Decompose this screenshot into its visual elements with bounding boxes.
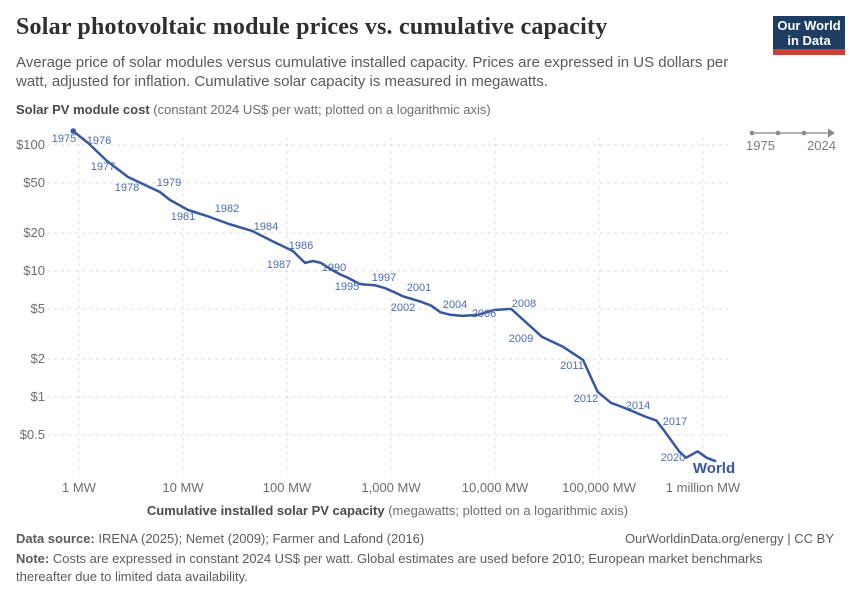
year-label: 2020: [660, 452, 686, 464]
y-tick-label: $5: [30, 300, 45, 316]
year-label: 1979: [156, 177, 182, 189]
year-label: 1978: [114, 182, 140, 194]
x-tick-label: 100,000 MW: [562, 480, 636, 495]
x-tick-label: 10 MW: [162, 480, 204, 495]
year-label: 2002: [390, 302, 416, 314]
year-label: 2001: [406, 282, 432, 294]
year-label: 2014: [625, 400, 651, 412]
timeline-track-icon: [749, 128, 835, 138]
year-label: 1995: [334, 281, 360, 293]
y-tick-label: $50: [23, 174, 45, 190]
y-tick-label: $10: [23, 263, 45, 278]
timeline-end-label[interactable]: 2024: [807, 138, 836, 153]
year-label: 2009: [508, 333, 534, 345]
owid-logo[interactable]: Our World in Data: [773, 16, 845, 55]
y-tick-label: $0.5: [19, 426, 45, 442]
year-label: 2008: [511, 298, 537, 310]
timeline-control[interactable]: 1975 2024: [746, 126, 838, 156]
x-tick-label: 1 MW: [62, 480, 96, 495]
x-tick-label: 100 MW: [262, 480, 312, 495]
x-axis-title: Cumulative installed solar PV capacity (…: [146, 503, 629, 518]
chart-note: Note: Costs are expressed in constant 20…: [16, 551, 763, 584]
year-label: 1987: [266, 259, 292, 271]
year-label: 1990: [321, 262, 347, 274]
x-tick-label: 1 million MW: [665, 480, 741, 495]
year-label: 2004: [442, 299, 468, 311]
year-label: 2011: [560, 360, 584, 372]
year-label: 1976: [86, 135, 112, 147]
y-tick-label: $100: [16, 137, 45, 152]
owid-logo-line2: in Data: [787, 33, 831, 48]
year-label: 1982: [214, 203, 240, 215]
y-tick-label: $2: [30, 351, 45, 367]
series-line: [71, 129, 717, 463]
year-label: 2006: [471, 308, 497, 320]
start-point-dot: [70, 128, 76, 134]
year-label: 2012: [573, 393, 599, 405]
series-end-label: World: [692, 460, 736, 477]
y-tick-label: $1: [30, 389, 45, 404]
y-tick-label: $20: [23, 225, 45, 241]
year-label: 1984: [253, 221, 279, 233]
timeline-start-label[interactable]: 1975: [746, 138, 775, 153]
y-axis-title: Solar PV module cost (constant 2024 US$ …: [16, 102, 491, 117]
x-tick-label: 10,000 MW: [461, 480, 529, 495]
data-source: Data source: IRENA (2025); Nemet (2009);…: [16, 531, 425, 546]
year-label: 1981: [170, 211, 196, 223]
owid-logo-line1: Our World: [777, 18, 841, 33]
year-label: 1997: [371, 272, 397, 284]
page-subtitle: Average price of solar modules versus cu…: [16, 54, 729, 90]
year-label: 2017: [662, 416, 688, 428]
year-label: 1986: [288, 240, 314, 252]
page-title: Solar photovoltaic module prices vs. cum…: [16, 14, 608, 40]
license-link[interactable]: OurWorldinData.org/energy | CC BY: [624, 531, 834, 546]
x-tick-label: 1,000 MW: [361, 480, 421, 495]
year-label: 1977: [90, 161, 116, 173]
year-label: 1975: [51, 133, 77, 145]
